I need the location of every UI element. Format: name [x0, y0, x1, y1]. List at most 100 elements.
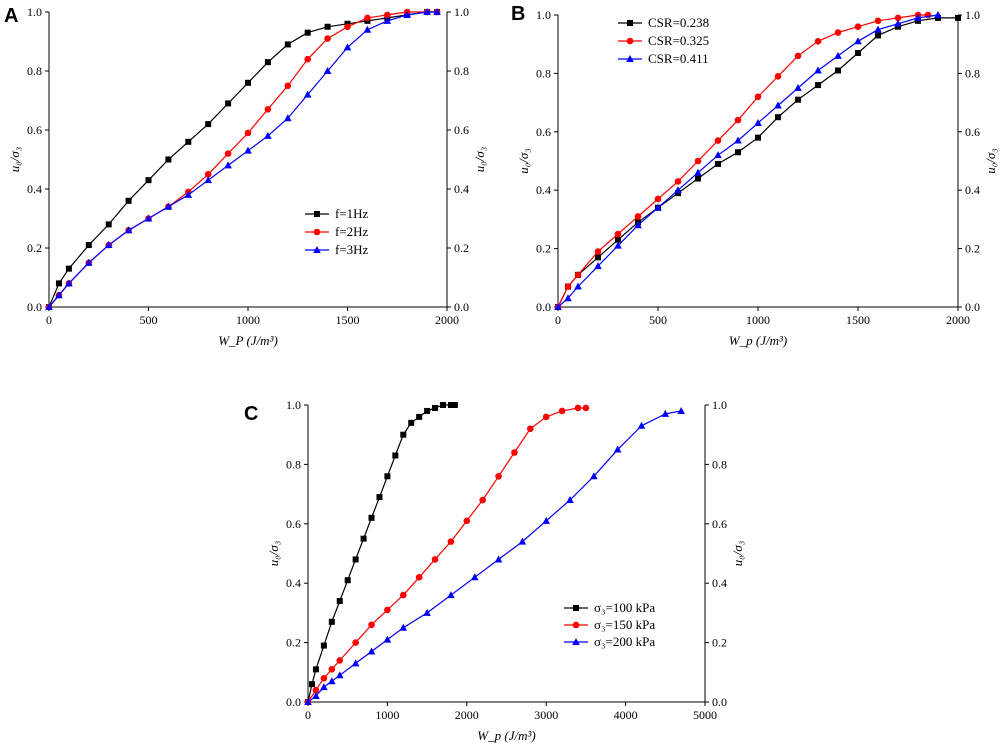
data-point: [284, 41, 291, 48]
data-point: [894, 14, 902, 22]
data-point: [244, 146, 252, 154]
legend-label: σ₃=100 kPa: [594, 600, 655, 615]
x-tick-label: 3000: [534, 708, 558, 722]
data-point: [463, 517, 471, 525]
data-point: [854, 37, 862, 45]
data-point: [564, 294, 572, 302]
data-point: [894, 19, 902, 27]
data-point: [574, 282, 582, 290]
data-point: [164, 202, 173, 210]
data-point: [352, 639, 359, 646]
data-point: [774, 73, 782, 80]
data-point: [755, 134, 761, 141]
series-line: [48, 11, 438, 308]
y-tick-label-right: 0.6: [454, 123, 469, 137]
legend-marker: [626, 55, 634, 62]
data-point: [124, 226, 133, 234]
data-point: [590, 472, 598, 480]
data-point: [834, 51, 842, 59]
y-tick-label-right: 0.0: [965, 300, 980, 314]
series-line: [557, 17, 958, 308]
y-tick-label-left: 0.2: [286, 636, 301, 650]
data-point: [320, 683, 328, 691]
data-point: [424, 407, 431, 414]
y-tick-label-left: 0.6: [536, 125, 551, 139]
y-tick-label-left: 0.6: [286, 517, 301, 531]
legend-marker: [573, 605, 579, 611]
data-point: [224, 161, 232, 169]
data-point: [312, 666, 319, 673]
x-tick-label: 500: [140, 313, 158, 327]
data-point: [367, 647, 376, 655]
data-point: [495, 472, 502, 480]
y-tick-label-left: 0.2: [536, 242, 551, 256]
x-axis-label: W_P (J/m³): [218, 333, 278, 348]
y-axis-label-right: u₀/σ₃: [983, 148, 998, 174]
data-point: [363, 25, 372, 33]
data-point: [955, 14, 961, 21]
legend-label: CSR=0.238: [648, 15, 709, 30]
y-tick-label-right: 0.4: [712, 576, 727, 590]
x-tick-label: 2000: [435, 313, 459, 327]
data-point: [320, 642, 327, 649]
y-tick-label-left: 0.8: [536, 66, 551, 80]
data-point: [264, 131, 272, 139]
data-point: [308, 681, 315, 688]
data-point: [694, 168, 702, 176]
data-point: [368, 514, 375, 521]
legend-label: CSR=0.325: [648, 33, 709, 48]
data-point: [185, 138, 192, 145]
data-point: [574, 271, 582, 279]
data-point: [400, 431, 407, 438]
legend-label: f=1Hz: [335, 206, 369, 221]
data-point: [582, 404, 590, 412]
data-point: [734, 136, 742, 144]
data-point: [554, 303, 562, 310]
data-point: [324, 23, 331, 30]
series-3: [554, 11, 942, 310]
y-tick-label-left: 0.0: [27, 300, 42, 314]
data-point: [352, 556, 359, 563]
data-point: [384, 606, 391, 614]
series-line: [307, 410, 682, 703]
data-point: [312, 686, 320, 694]
data-point: [527, 425, 534, 433]
data-point: [433, 8, 441, 15]
data-point: [55, 280, 62, 287]
data-point: [654, 203, 662, 211]
y-tick-label-right: 0.0: [454, 300, 469, 314]
series-line: [557, 14, 939, 308]
x-tick-label: 0: [46, 313, 52, 327]
data-point: [594, 262, 602, 270]
data-point: [774, 101, 782, 109]
data-point: [814, 37, 822, 45]
data-point: [351, 659, 360, 667]
y-tick-label-right: 0.6: [712, 517, 727, 531]
legend-label: σ₃=150 kPa: [594, 617, 655, 632]
y-tick-label-right: 0.4: [454, 182, 469, 196]
data-point: [875, 32, 881, 39]
y-tick-label-left: 0.0: [286, 695, 301, 709]
series-3: [304, 406, 685, 705]
data-point: [914, 13, 922, 21]
y-tick-label-left: 0.4: [536, 183, 551, 197]
data-point: [383, 635, 392, 643]
data-point: [144, 214, 153, 222]
y-tick-label-left: 1.0: [286, 398, 301, 412]
data-point: [328, 666, 336, 673]
legend-marker: [572, 621, 580, 629]
data-point: [45, 303, 53, 310]
panel-label: C: [244, 403, 258, 425]
data-point: [85, 242, 92, 249]
data-point: [284, 82, 292, 90]
y-tick-label-right: 0.8: [712, 457, 727, 471]
legend-marker: [313, 228, 321, 236]
data-point: [494, 555, 503, 563]
y-tick-label-right: 1.0: [712, 398, 727, 412]
data-point: [614, 241, 622, 249]
data-point: [392, 452, 399, 459]
data-point: [714, 151, 722, 159]
data-point: [368, 621, 375, 629]
